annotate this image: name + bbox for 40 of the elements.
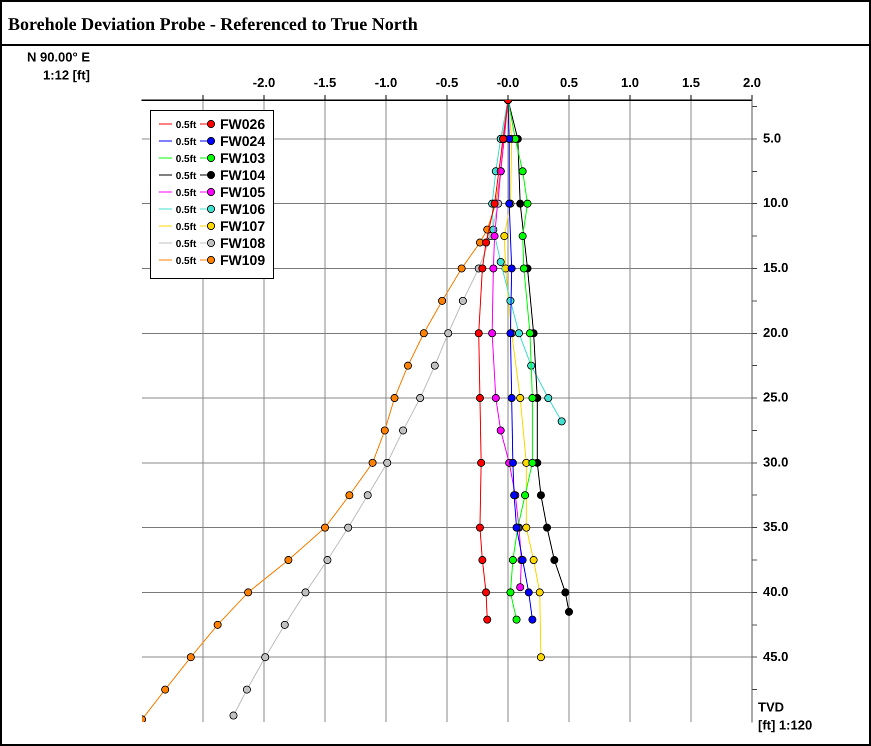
text: 0.5ft <box>176 154 196 164</box>
x-tick-label: -0.0 <box>496 74 520 90</box>
x-axis-title: 1:12 [ft] <box>43 68 90 83</box>
text: 0.5ft <box>176 204 196 216</box>
x-tick-label: -0.5 <box>436 74 458 90</box>
y-tick-label: 10.0 <box>763 195 788 210</box>
y-tick-label: 20.0 <box>763 324 788 340</box>
y-tick-label: 35.0 <box>763 519 788 534</box>
x-tick-label: -2.0 <box>252 74 276 90</box>
y-tick-label: 45.0 <box>763 648 788 664</box>
x-tick-label: 1.0 <box>620 74 640 90</box>
legend-label: FW024 <box>220 132 266 148</box>
text: 0.5ft <box>176 222 196 232</box>
x-tick-label: -1.0 <box>374 74 398 90</box>
legend-label: FW105 <box>220 184 266 200</box>
y-tick-label: 25.0 <box>763 390 788 405</box>
legend-label: FW107 <box>220 218 266 234</box>
x-tick-label: 1.5 <box>682 74 700 90</box>
y-tick-label: 30.0 <box>763 454 788 470</box>
text: 0.5ft <box>176 136 196 148</box>
legend-label: FW109 <box>220 252 266 268</box>
x-tick-label: 0.5 <box>560 74 578 90</box>
x-tick-label: -1.5 <box>314 74 336 90</box>
y-tick-label: 40.0 <box>763 584 788 599</box>
annotation: 0.5ft <box>176 120 197 130</box>
text: 0.5ft <box>176 238 196 250</box>
legend-label: FW026 <box>220 116 266 132</box>
text: 0.5ft <box>176 256 196 266</box>
legend-label: FW104 <box>220 166 266 182</box>
y-tick-label: 15.0 <box>763 260 788 276</box>
text: 0.5ft <box>176 170 196 182</box>
text: 0.5ft <box>176 188 196 198</box>
legend-label: FW103 <box>220 150 266 166</box>
legend-label: FW108 <box>220 234 266 250</box>
legend-label: FW106 <box>220 200 266 216</box>
y-tick-label: 5.0 <box>763 130 782 146</box>
y-axis-title: TVD [ft] 1:120 <box>758 700 812 733</box>
text: N 90.00° E <box>26 50 90 65</box>
chart-title: Borehole Deviation Probe - Referenced to True North <box>2 2 869 46</box>
x-tick-label: 2.0 <box>742 74 762 90</box>
